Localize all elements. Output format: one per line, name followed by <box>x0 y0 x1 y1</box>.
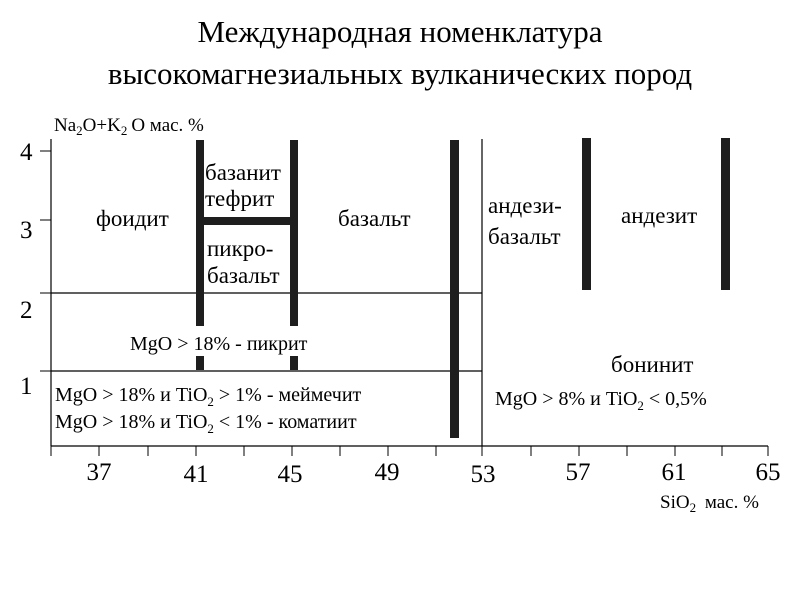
title-line-2: высокомагнезиальных вулканических пород <box>107 56 693 91</box>
bar-sio2-57 <box>582 138 591 290</box>
x-tick-label-53: 53 <box>471 461 496 488</box>
field-basaltic-andesite-line1: андези- <box>488 193 562 218</box>
criterion-boninite: MgO > 8% и TiO2 < 0,5% <box>495 388 707 413</box>
y-tick-label-3: 3 <box>20 217 33 244</box>
bar-sio2-45-lower <box>290 356 298 370</box>
field-basanite-line2: тефрит <box>205 186 274 211</box>
y-tick-label-4: 4 <box>20 139 33 166</box>
x-tick-label-49: 49 <box>375 459 400 486</box>
x-ticks <box>50 446 769 456</box>
field-picrobasalt-line1: пикро- <box>207 236 273 261</box>
criterion-komatiite: MgO > 18% и TiO2 < 1% - коматиит <box>55 411 357 436</box>
bar-sio2-52 <box>450 140 459 438</box>
x-tick-label-41: 41 <box>184 461 209 488</box>
field-basanite-line1: базанит <box>205 160 281 185</box>
x-tick-label-57: 57 <box>566 459 591 486</box>
y-tick-label-1: 1 <box>20 373 33 400</box>
field-foidite: фоидит <box>96 206 169 231</box>
field-andesite: андезит <box>621 203 697 228</box>
y-axis-label: Na2O+K2 O мас. % <box>54 115 204 138</box>
criterion-picrite: MgO > 18% - пикрит <box>130 333 308 355</box>
x-tick-label-61: 61 <box>662 459 687 486</box>
field-boninite: бонинит <box>611 352 694 377</box>
bar-sio2-41 <box>196 140 204 326</box>
bar-tephrite-picrobasalt <box>196 217 298 225</box>
x-axis-label: SiO2 мас. % <box>660 492 759 515</box>
x-tick-label-45: 45 <box>278 461 303 488</box>
bar-sio2-41-lower <box>196 356 204 370</box>
title-line-1: Международная номенклатура <box>197 14 603 49</box>
bar-sio2-45 <box>290 140 298 326</box>
x-tick-label-37: 37 <box>87 459 112 486</box>
field-basaltic-andesite-line2: базальт <box>488 224 561 249</box>
criterion-meimechite: MgO > 18% и TiO2 > 1% - меймечит <box>55 384 362 409</box>
x-tick-label-65: 65 <box>756 459 781 486</box>
bar-sio2-63 <box>721 138 730 290</box>
field-picrobasalt-line2: базальт <box>207 263 280 288</box>
field-basalt: базальт <box>338 206 411 231</box>
y-ticks <box>40 150 51 372</box>
y-tick-label-2: 2 <box>20 297 33 324</box>
